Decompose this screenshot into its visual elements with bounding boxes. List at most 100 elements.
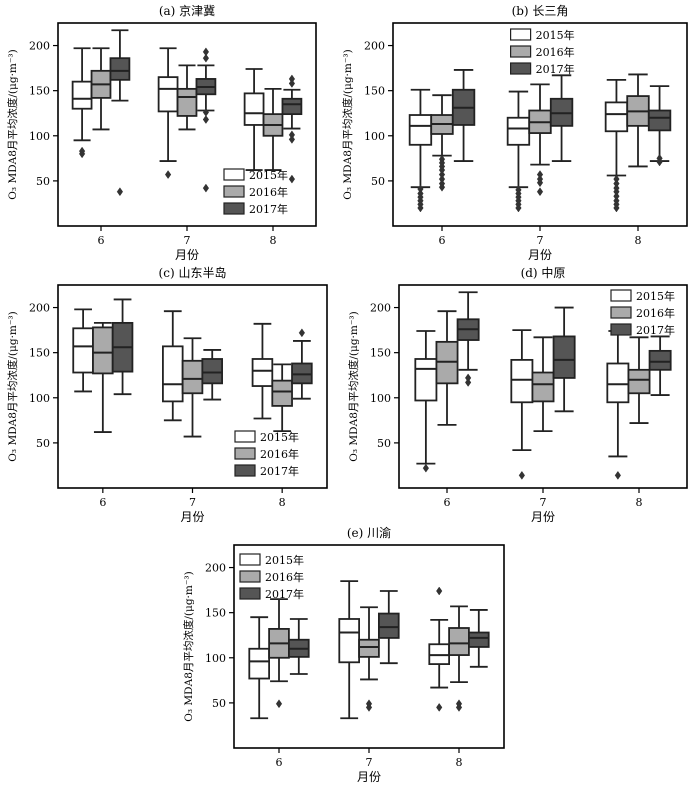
y-axis-label: O₃ MDA8月平均浓度/(μg·m⁻³)	[341, 49, 354, 199]
legend-swatch	[234, 430, 256, 443]
box-body	[281, 97, 303, 116]
outlier-marker	[202, 107, 210, 117]
legend-label: 2016年	[536, 45, 575, 59]
y-axis-label: O₃ MDA8月平均浓度/(μg·m⁻³)	[6, 49, 19, 199]
legend-label: 2017年	[260, 464, 299, 478]
outlier-marker	[78, 146, 86, 156]
box-2017年-6	[111, 298, 134, 396]
outlier-marker	[438, 179, 446, 189]
box-2017年-8	[647, 85, 672, 167]
outlier-marker	[288, 174, 296, 184]
panel-title: (c) 山东半岛	[159, 265, 227, 280]
box-body	[627, 368, 651, 395]
outlier-marker	[288, 130, 296, 140]
legend: 2015年 2016年 2017年	[610, 289, 675, 337]
box-2017年-6	[287, 618, 310, 675]
y-tick-label: 100	[29, 392, 50, 405]
outlier-marker	[465, 373, 472, 383]
outlier-marker	[275, 699, 283, 709]
outlier-marker	[422, 463, 429, 473]
legend-label: 2015年	[636, 289, 675, 303]
box-2015年-6	[71, 47, 93, 159]
legend-swatch	[610, 289, 632, 302]
box-body	[606, 362, 630, 404]
box-2017年-6	[456, 291, 480, 387]
box-body	[552, 335, 576, 379]
box-2015年-7	[510, 329, 534, 480]
legend-swatch	[239, 553, 261, 566]
box-2016年-8	[262, 87, 284, 171]
box-2015年-7	[506, 90, 531, 213]
legend-label: 2017年	[265, 587, 304, 601]
y-tick-label: 150	[364, 85, 385, 98]
box-2015年-8	[428, 586, 450, 712]
outlier-marker	[202, 183, 210, 193]
box-body	[408, 114, 433, 146]
y-tick-label: 200	[29, 302, 50, 315]
outlier-marker	[656, 153, 663, 163]
box-2016年-8	[626, 73, 650, 168]
legend-label: 2017年	[636, 323, 675, 337]
box-2016年-6	[435, 310, 459, 426]
x-tick-label: 6	[98, 234, 105, 247]
box-body	[531, 371, 555, 403]
box-2016年-8	[627, 336, 651, 424]
x-axis-label: 月份	[528, 248, 552, 262]
outlier-marker	[202, 115, 210, 124]
x-tick-label: 7	[540, 496, 547, 509]
y-tick-label: 50	[212, 697, 226, 710]
legend-label: 2016年	[636, 306, 675, 320]
box-2017年-7	[549, 74, 574, 162]
box-2015年-6	[408, 88, 433, 213]
box-body	[162, 345, 184, 403]
box-2016年-6	[90, 47, 112, 131]
panel-3: (c) 山东半岛 50 100 150 200 O₃ MDA8月平均浓度/(μg·m⁻³)…	[6, 265, 328, 524]
legend: 2015年 2016年 2017年	[234, 430, 299, 478]
legend-label: 2017年	[536, 62, 575, 76]
x-tick-label: 7	[366, 756, 373, 769]
legend-swatch	[223, 168, 245, 181]
y-tick-label: 100	[364, 130, 385, 143]
box-body	[414, 358, 438, 402]
x-tick-label: 7	[189, 496, 196, 509]
legend: 2015年 2016年 2017年	[223, 168, 288, 216]
box-2016年-7	[176, 64, 198, 131]
y-tick-label: 200	[364, 40, 385, 53]
y-tick-label: 100	[370, 392, 391, 405]
x-tick-label: 8	[456, 756, 463, 769]
box-body	[467, 631, 490, 648]
x-tick-label: 6	[439, 234, 446, 247]
y-axis-label: O₃ MDA8月平均浓度/(μg·m⁻³)	[182, 571, 195, 721]
outlier-marker	[417, 189, 424, 198]
box-body	[181, 359, 204, 395]
outlier-marker	[438, 154, 446, 164]
legend-label: 2015年	[265, 553, 304, 567]
x-tick-label: 8	[270, 234, 277, 247]
outlier-marker	[536, 170, 544, 180]
outlier-marker	[116, 187, 124, 197]
box-body	[243, 92, 265, 126]
panel-title: (a) 京津冀	[159, 4, 215, 18]
x-tick-label: 8	[279, 496, 286, 509]
outlier-marker	[613, 196, 620, 206]
legend-label: 2016年	[265, 570, 304, 584]
box-2017年-7	[552, 306, 576, 413]
box-2016年-7	[358, 606, 380, 712]
panel-2: (b) 长三角 50 100 150 200 O₃ MDA8月平均浓度/(μg·m⁻³) 6…	[341, 4, 688, 262]
box-2016年-6	[268, 598, 290, 709]
y-tick-label: 100	[205, 652, 226, 665]
box-body	[510, 358, 534, 404]
box-body	[358, 638, 380, 658]
legend-swatch	[610, 323, 632, 336]
legend-label: 2016年	[260, 447, 299, 461]
outlier-marker	[613, 174, 620, 184]
panel-title: (e) 川渝	[347, 525, 391, 540]
legend-swatch	[510, 62, 532, 75]
x-tick-label: 7	[537, 234, 544, 247]
legend-swatch	[234, 464, 256, 477]
panel-5: (e) 川渝 50 100 150 200 O₃ MDA8月平均浓度/(μg·m⁻³) 6 7…	[182, 525, 505, 784]
y-tick-label: 150	[29, 347, 50, 360]
y-tick-label: 200	[370, 302, 391, 315]
box-2017年-8	[467, 609, 490, 668]
outlier-marker	[536, 187, 544, 197]
